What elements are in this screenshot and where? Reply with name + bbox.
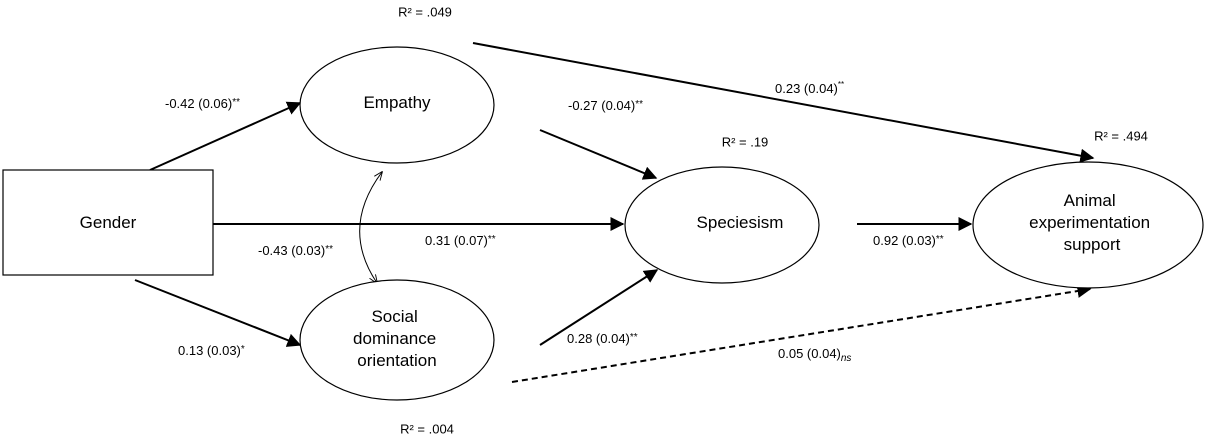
nodes: Gender Empathy Social dominance orientat…	[2, 46, 1204, 401]
node-line: experimentation	[1029, 213, 1150, 232]
node-label: Empathy	[363, 93, 431, 112]
node-line: Animal	[1064, 191, 1116, 210]
node-line: orientation	[357, 351, 436, 370]
r2-label: R² = .494	[1094, 128, 1148, 143]
coef: 0.28 (0.04)	[567, 331, 630, 346]
coef: 0.13 (0.03)	[178, 343, 241, 358]
node-line: Social	[371, 307, 417, 326]
sig: **	[630, 332, 638, 343]
node-line: dominance	[353, 329, 436, 348]
node-line: Gender	[80, 213, 137, 232]
sdo-ellipse	[299, 279, 495, 401]
node-line: Empathy	[363, 93, 431, 112]
edge-label: 0.31 (0.07)**	[425, 233, 496, 248]
speciesism-ellipse	[624, 166, 820, 284]
sig: **	[325, 244, 333, 255]
r2-label: R² = .049	[398, 4, 452, 19]
coef: -0.42 (0.06)	[165, 96, 232, 111]
empathy-ellipse	[299, 46, 495, 164]
edge-label: 0.13 (0.03)*	[178, 343, 245, 358]
r2-label: R² = .19	[722, 134, 769, 149]
dashed-arrow	[511, 284, 1092, 383]
node-label: Speciesism	[697, 213, 784, 232]
arrow	[539, 129, 658, 180]
r-squared: R² = .049 R² = .004 R² = .19 R² = .494	[398, 4, 1148, 436]
coef: -0.27 (0.04)	[568, 98, 635, 113]
arrow	[134, 279, 302, 347]
correlation-arrow	[359, 172, 382, 283]
sig: ns	[841, 353, 852, 364]
animal-ellipse	[972, 161, 1204, 289]
edge-label: 0.23 (0.04)**	[775, 80, 844, 96]
node-label: Social dominance orientation	[353, 307, 441, 370]
coef: -0.43 (0.03)	[258, 243, 325, 258]
sig: **	[936, 234, 944, 245]
sig: **	[838, 80, 844, 89]
edges	[134, 42, 1095, 383]
r2-label: R² = .004	[400, 421, 454, 436]
coef: 0.23 (0.04)	[775, 81, 838, 96]
sig: **	[635, 99, 643, 110]
node-label: Gender	[80, 213, 137, 232]
gender-box	[2, 169, 214, 276]
edge-labels: -0.42 (0.06)** 0.13 (0.03)* 0.31 (0.07)*…	[165, 80, 944, 364]
node-line: Speciesism	[697, 213, 784, 232]
edge-label: 0.05 (0.04)ns	[778, 346, 851, 363]
node-label: Animal experimentation support	[1029, 191, 1155, 254]
sig: **	[232, 97, 240, 108]
arrow	[149, 101, 302, 171]
sig: **	[488, 234, 496, 245]
coef: 0.92 (0.03)	[873, 233, 936, 248]
sig: *	[241, 344, 245, 355]
edge-label: 0.92 (0.03)**	[873, 233, 944, 248]
coef: 0.31 (0.07)	[425, 233, 488, 248]
node-line: support	[1064, 235, 1121, 254]
edge-label: -0.27 (0.04)**	[568, 98, 643, 113]
edge-label: 0.28 (0.04)**	[567, 331, 638, 346]
arrow	[539, 269, 659, 346]
coef: 0.05 (0.04)	[778, 346, 841, 361]
correlation-label: -0.43 (0.03)**	[258, 243, 333, 258]
arrow	[472, 42, 1095, 163]
edge-label: -0.42 (0.06)**	[165, 96, 240, 111]
